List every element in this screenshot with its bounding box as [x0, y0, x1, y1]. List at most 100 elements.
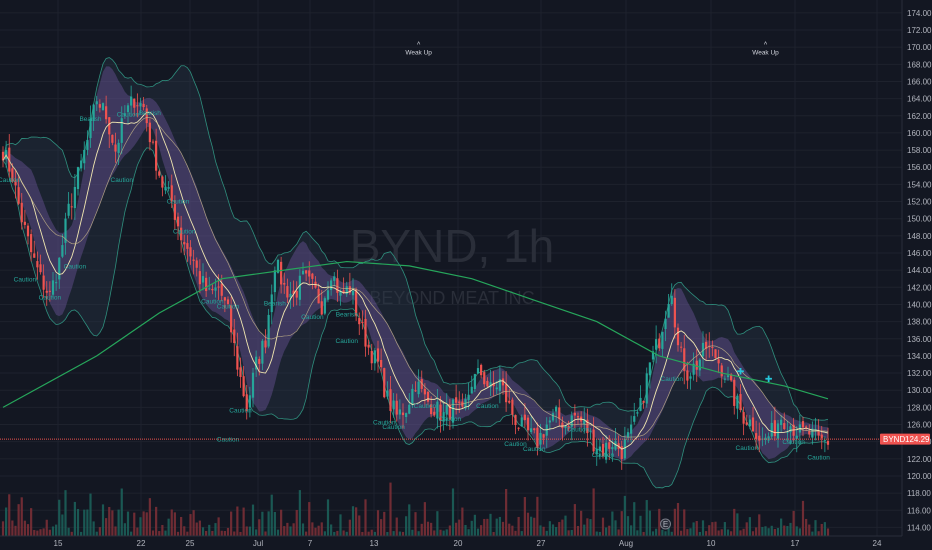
volume-bar — [201, 527, 205, 536]
sma200-line — [2, 260, 829, 408]
volume-bar — [267, 511, 270, 536]
volume-bar — [542, 526, 545, 536]
volume-bar — [142, 511, 145, 536]
price-tick-label: 166.00 — [907, 77, 932, 86]
candle-body — [70, 206, 73, 208]
volume-bar — [376, 510, 380, 536]
price-tick-label: 150.00 — [907, 215, 932, 224]
candle-body — [745, 422, 748, 425]
candle-body — [676, 327, 680, 346]
candle-body — [786, 431, 789, 433]
volume-bar — [355, 507, 358, 536]
candle-body — [667, 303, 670, 318]
price-axis[interactable]: 114.00116.00118.00120.00122.00124.00126.… — [901, 0, 932, 550]
volume-bar — [673, 508, 676, 536]
moving-averages — [2, 111, 829, 450]
price-tick-label: 120.00 — [907, 472, 932, 481]
candle-body — [320, 301, 323, 315]
time-axis[interactable]: 15 22 25 Jul 7 13 20 27 Aug 10 17 24 — [0, 535, 902, 548]
price-tick-label: 130.00 — [907, 386, 932, 395]
volume-bar — [448, 525, 451, 536]
candle-body — [505, 384, 508, 403]
candle-body — [576, 416, 580, 418]
candle-body — [36, 261, 39, 268]
volume-bar — [486, 518, 489, 536]
volume-bar — [642, 531, 645, 536]
time-tick-label: 17 — [791, 539, 800, 548]
volume-bar — [276, 529, 280, 536]
volume-bar — [767, 528, 770, 536]
candle-body — [289, 293, 292, 298]
volume-bar — [173, 512, 176, 536]
volume-bar — [811, 531, 814, 536]
annotation-label: Caution — [414, 403, 437, 410]
volume-bar — [708, 525, 711, 536]
volume-bar — [167, 518, 170, 536]
volume-bar — [226, 527, 230, 536]
candle-body — [742, 412, 745, 424]
candle-body — [417, 381, 420, 395]
volume-bar — [595, 531, 598, 536]
volume-bar — [555, 527, 558, 536]
annotation-label: Caution — [217, 304, 240, 311]
candle-body — [205, 277, 208, 292]
candle-body — [14, 180, 17, 186]
volume-bar — [48, 529, 51, 536]
candle-body — [751, 417, 755, 432]
candle-body — [236, 346, 239, 370]
candle-body — [686, 370, 689, 381]
volume-bar — [464, 524, 467, 536]
candle-body — [83, 149, 86, 164]
volume-bar — [458, 519, 461, 536]
volume-bar — [476, 528, 480, 536]
candle-body — [626, 432, 630, 438]
volume-bar — [151, 530, 155, 536]
volume-bar — [692, 522, 695, 536]
volume-bar — [705, 531, 708, 536]
time-tick-label: 7 — [308, 539, 313, 548]
candle-body — [67, 203, 70, 216]
candle-body — [755, 433, 758, 439]
volume-bar — [473, 514, 476, 536]
signal-label: Weak Up — [752, 49, 779, 56]
volume-bar — [367, 531, 370, 536]
candle-body — [164, 186, 167, 191]
candle-body — [570, 415, 573, 427]
candle-body — [220, 283, 223, 296]
candle-body — [108, 117, 111, 135]
time-tick-label: Aug — [619, 539, 633, 548]
volume-bar — [311, 522, 314, 536]
volume-bar — [461, 507, 464, 536]
volume-bar — [720, 529, 723, 536]
volume-bar — [776, 527, 780, 536]
candle-body — [648, 362, 651, 376]
volume-bar — [45, 519, 48, 536]
candle-body — [348, 286, 351, 293]
candle-body — [198, 271, 201, 285]
volume-bar — [570, 530, 573, 536]
volume-bar — [626, 516, 630, 536]
annotation-label: Caution — [39, 294, 62, 301]
candle-body — [48, 290, 51, 292]
candle-body — [245, 394, 248, 411]
volume-bar — [745, 522, 748, 536]
candle-body — [664, 318, 667, 330]
volume-bar — [442, 530, 445, 536]
annotation-label: Caution — [167, 198, 190, 205]
candle-body — [383, 368, 386, 398]
volume-bar — [317, 525, 320, 536]
candle-body — [583, 419, 586, 425]
price-tick-label: 146.00 — [907, 249, 932, 258]
volume-bar — [164, 530, 167, 536]
candle-body — [158, 171, 161, 176]
price-tick-label: 132.00 — [907, 369, 932, 378]
cross-marker: ✚ — [737, 366, 745, 376]
candle-body — [811, 428, 814, 438]
candle-body — [167, 187, 170, 189]
price-tick-label: 128.00 — [907, 403, 932, 412]
volume-bar — [492, 531, 495, 536]
candle-body — [714, 349, 717, 359]
volume-bar — [23, 520, 26, 536]
